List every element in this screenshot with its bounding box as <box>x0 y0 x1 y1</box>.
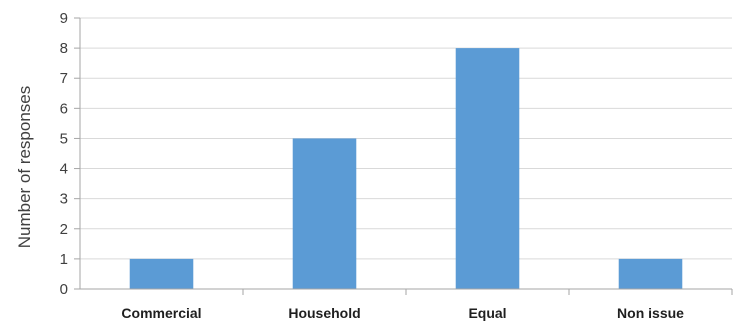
bars <box>129 48 683 289</box>
y-tick-label: 6 <box>60 100 68 117</box>
y-tick-label: 8 <box>60 40 68 57</box>
axes <box>74 17 733 295</box>
y-tick-label: 1 <box>60 251 68 268</box>
bar-commercial <box>129 258 194 289</box>
y-tick-label: 3 <box>60 191 68 208</box>
bar-equal <box>455 48 520 289</box>
y-tick-label: 2 <box>60 221 68 238</box>
y-tick-labels: 0 1 2 3 4 5 6 7 8 9 <box>60 10 68 298</box>
y-tick-label: 0 <box>60 281 68 298</box>
x-tick-label: Commercial <box>121 305 201 321</box>
bar-non-issue <box>618 258 683 289</box>
x-tick-label: Household <box>288 305 360 321</box>
gridlines <box>80 17 732 260</box>
y-tick-label: 7 <box>60 70 68 87</box>
x-tick-label: Equal <box>468 305 506 321</box>
x-tick-labels: Commercial Household Equal Non issue <box>121 305 684 321</box>
y-axis-title: Number of responses <box>15 86 34 249</box>
bar-household <box>292 138 357 289</box>
y-tick-label: 9 <box>60 10 68 27</box>
y-tick-label: 4 <box>60 161 68 178</box>
y-tick-label: 5 <box>60 130 68 147</box>
x-tick-label: Non issue <box>617 305 684 321</box>
